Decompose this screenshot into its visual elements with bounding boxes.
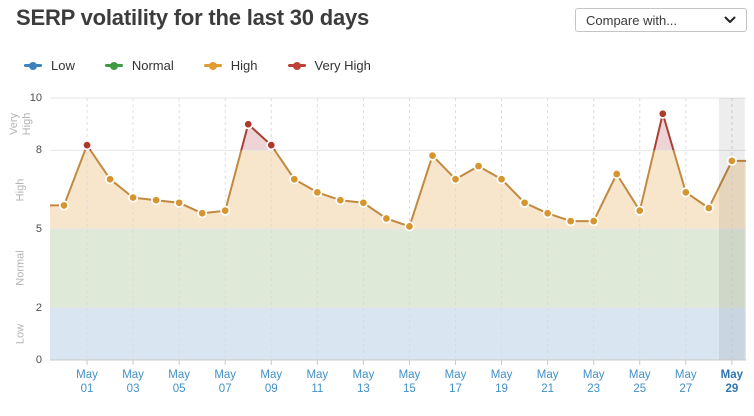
x-axis-label: May 03	[122, 369, 144, 395]
data-point-marker[interactable]	[427, 150, 438, 161]
legend-label: High	[230, 58, 258, 73]
data-point-marker[interactable]	[450, 174, 461, 185]
zone-band-low	[50, 307, 746, 360]
y-axis-band-label: Very High	[8, 112, 33, 136]
today-plot-band	[718, 98, 745, 360]
data-point-marker[interactable]	[174, 197, 185, 208]
data-point-marker[interactable]	[680, 187, 691, 198]
x-axis-label: May 19	[490, 369, 513, 395]
data-point-marker[interactable]	[128, 192, 139, 203]
data-point-marker[interactable]	[81, 140, 93, 151]
area-fill-high	[50, 150, 746, 229]
legend-label: Low	[51, 58, 75, 73]
chart-legend: Low Normal High Very High	[24, 58, 371, 73]
series-marker-icon	[203, 61, 222, 70]
data-point-marker[interactable]	[197, 208, 208, 219]
data-point-marker[interactable]	[542, 208, 553, 219]
x-axis-label: May 29	[720, 369, 744, 395]
y-axis-label: 10	[29, 92, 42, 104]
data-point-marker[interactable]	[519, 197, 530, 208]
data-point-marker[interactable]	[220, 205, 231, 216]
data-point-marker[interactable]	[565, 216, 576, 227]
data-point-marker[interactable]	[289, 174, 300, 185]
legend-item-normal[interactable]: Normal	[104, 58, 174, 73]
data-point-marker[interactable]	[404, 221, 415, 232]
page-title: SERP volatility for the last 30 days	[16, 5, 370, 30]
legend-item-high[interactable]: High	[203, 58, 258, 73]
y-axis-label: 8	[35, 144, 42, 157]
data-point-marker[interactable]	[657, 108, 668, 119]
data-point-marker[interactable]	[335, 195, 346, 206]
data-point-marker[interactable]	[703, 202, 714, 214]
x-axis-label: May 21	[536, 369, 559, 395]
x-axis-label: May 09	[260, 369, 283, 395]
data-point-marker[interactable]	[266, 140, 277, 151]
chevron-down-icon	[724, 16, 736, 23]
y-axis-label: 2	[35, 301, 42, 314]
data-point-marker[interactable]	[58, 200, 70, 211]
y-axis-band-label: Low	[14, 323, 27, 344]
series-marker-icon	[287, 61, 306, 70]
x-axis-label: May 07	[214, 369, 237, 395]
data-point-marker[interactable]	[726, 155, 737, 166]
data-point-marker[interactable]	[588, 216, 599, 227]
y-axis-label: 5	[35, 223, 42, 235]
x-axis-label: May 17	[444, 369, 467, 395]
data-point-marker[interactable]	[243, 119, 254, 130]
data-point-marker[interactable]	[473, 161, 484, 172]
legend-label: Very High	[314, 58, 371, 73]
x-axis-label: May 11	[306, 369, 329, 395]
x-axis-label: May 25	[628, 369, 651, 395]
legend-item-very-high[interactable]: Very High	[287, 58, 371, 73]
data-point-marker[interactable]	[312, 187, 323, 198]
legend-item-low[interactable]: Low	[24, 58, 75, 73]
legend-label: Normal	[131, 58, 174, 73]
x-axis-label: May 15	[398, 369, 421, 395]
data-point-marker[interactable]	[151, 195, 162, 206]
compare-with-label: Compare with...	[586, 12, 678, 28]
data-point-marker[interactable]	[381, 213, 392, 224]
x-axis-label: May 13	[352, 369, 375, 395]
zone-band-normal	[50, 229, 746, 308]
data-point-marker[interactable]	[105, 174, 116, 185]
data-point-marker[interactable]	[611, 168, 622, 180]
x-axis-label: May 23	[582, 369, 605, 395]
y-axis-label: 0	[35, 354, 42, 366]
y-axis-band-label: Normal	[14, 250, 27, 287]
series-marker-icon	[104, 61, 123, 70]
data-point-marker[interactable]	[496, 174, 507, 185]
data-point-marker[interactable]	[358, 197, 369, 208]
y-axis-band-label: High	[14, 178, 27, 201]
x-axis-label: May 27	[674, 369, 697, 395]
compare-with-dropdown[interactable]: Compare with...	[575, 8, 747, 32]
x-axis-label: May 05	[168, 369, 191, 395]
series-marker-icon	[24, 61, 42, 70]
data-point-marker[interactable]	[634, 205, 645, 216]
x-axis-label: May 01	[76, 369, 98, 395]
